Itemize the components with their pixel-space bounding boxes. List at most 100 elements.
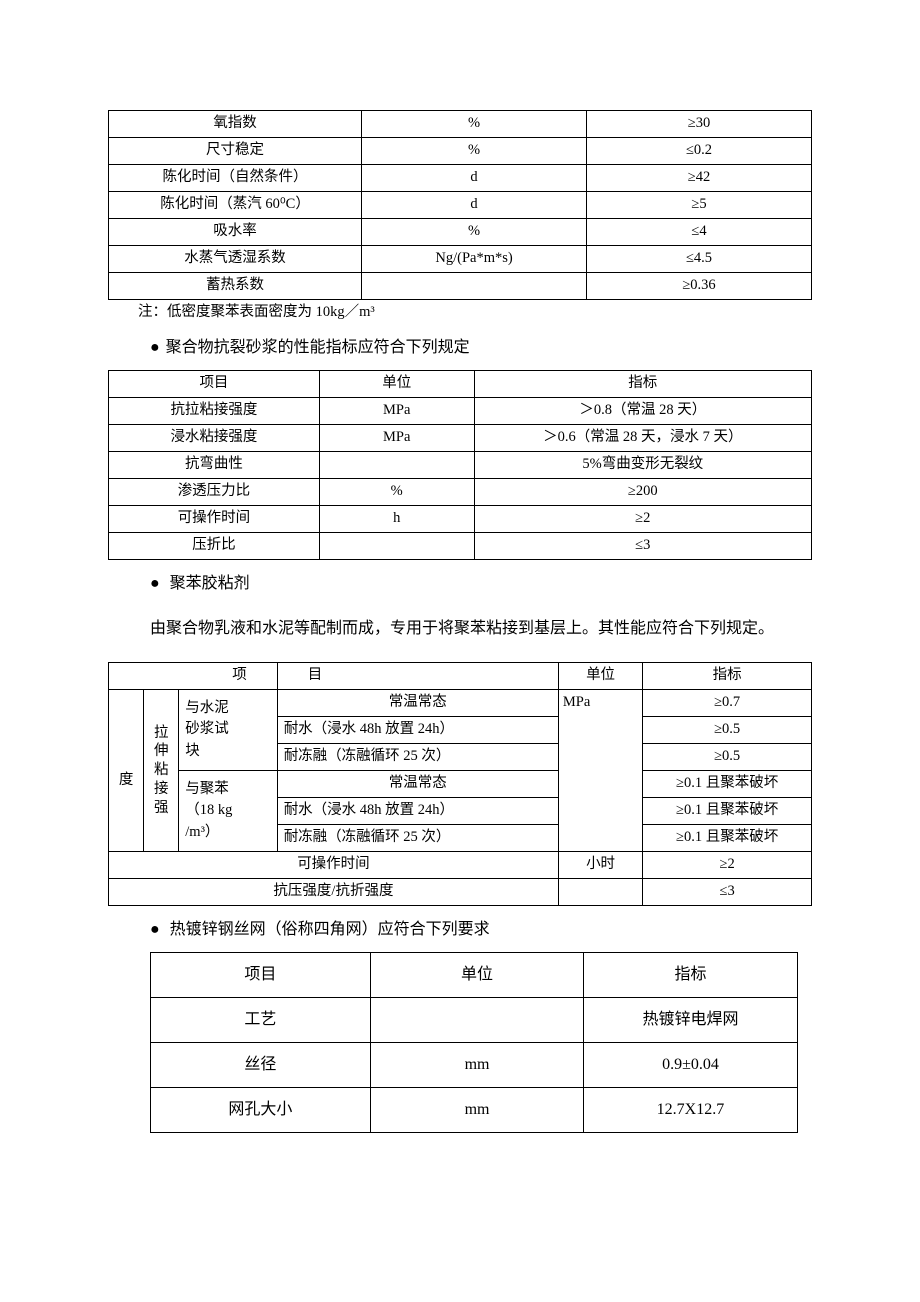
cell: 吸水率 xyxy=(109,219,362,246)
table-row: 项 目 单位 指标 xyxy=(109,663,812,690)
heading-adhesive: ● 聚苯胶粘剂 xyxy=(150,572,812,596)
table-row: 吸水率 % ≤4 xyxy=(109,219,812,246)
cell: 蓄热系数 xyxy=(109,273,362,300)
col-header: 单位 xyxy=(319,370,474,397)
col-header: 指标 xyxy=(474,370,811,397)
cell: ＞0.6（常温 28 天，浸水 7 天） xyxy=(474,424,811,451)
cell: ≥0.1 且聚苯破坏 xyxy=(643,825,812,852)
cell: h xyxy=(319,505,474,532)
cell: 氧指数 xyxy=(109,111,362,138)
cell: 抗拉粘接强度 xyxy=(109,397,320,424)
col-header: 项目 xyxy=(151,953,371,998)
cell: 抗压强度/抗折强度 xyxy=(109,879,559,906)
heading-text: 热镀锌钢丝网（俗称四角网）应符合下列要求 xyxy=(170,921,490,938)
cell: MPa xyxy=(319,424,474,451)
cell: ≤3 xyxy=(643,879,812,906)
cell: mm xyxy=(370,1043,583,1088)
bullet-icon: ● xyxy=(150,339,160,356)
table-row: 水蒸气透湿系数 Ng/(Pa*m*s) ≤4.5 xyxy=(109,246,812,273)
bullet-icon: ● xyxy=(150,921,160,938)
cell xyxy=(319,451,474,478)
cell: ≥2 xyxy=(643,852,812,879)
table-row: 与聚苯（18 kg/m³） 常温常态 ≥0.1 且聚苯破坏 xyxy=(109,771,812,798)
cell: 12.7X12.7 xyxy=(584,1088,797,1133)
cell: % xyxy=(362,138,587,165)
heading-polymer-mortar: ●聚合物抗裂砂浆的性能指标应符合下列规定 xyxy=(150,336,812,360)
table-row: 可操作时间 小时 ≥2 xyxy=(109,852,812,879)
cell: 耐冻融（冻融循环 25 次） xyxy=(277,825,558,852)
cell: MPa xyxy=(558,690,642,852)
vertical-label: 度 xyxy=(109,690,144,852)
cell: ≥2 xyxy=(474,505,811,532)
table-oxygen-index: 氧指数 % ≥30 尺寸稳定 % ≤0.2 陈化时间（自然条件） d ≥42 陈… xyxy=(108,110,812,300)
table-row: 陈化时间（蒸汽 60⁰C） d ≥5 xyxy=(109,192,812,219)
cell: 热镀锌电焊网 xyxy=(584,998,797,1043)
cell: 耐水（浸水 48h 放置 24h） xyxy=(277,798,558,825)
cell: ≥30 xyxy=(587,111,812,138)
cell: ≤3 xyxy=(474,532,811,559)
cell: 小时 xyxy=(558,852,642,879)
table-row: 蓄热系数 ≥0.36 xyxy=(109,273,812,300)
cell: ≤4.5 xyxy=(587,246,812,273)
adhesive-paragraph: 由聚合物乳液和水泥等配制而成，专用于将聚苯粘接到基层上。其性能应符合下列规定。 xyxy=(150,610,812,648)
cell: ＞0.8（常温 28 天） xyxy=(474,397,811,424)
density-note: 注：低密度聚苯表面密度为 10kg／m³ xyxy=(138,302,812,324)
table-row: 可操作时间 h ≥2 xyxy=(109,505,812,532)
table-row: 氧指数 % ≥30 xyxy=(109,111,812,138)
cell: ≥0.1 且聚苯破坏 xyxy=(643,798,812,825)
table-row: 渗透压力比 % ≥200 xyxy=(109,478,812,505)
table-row: 丝径 mm 0.9±0.04 xyxy=(151,1043,798,1088)
cell: % xyxy=(319,478,474,505)
table-row: 网孔大小 mm 12.7X12.7 xyxy=(151,1088,798,1133)
cell: ≤0.2 xyxy=(587,138,812,165)
cell xyxy=(362,273,587,300)
group-label: 与聚苯（18 kg/m³） xyxy=(179,771,277,852)
cell: 陈化时间（蒸汽 60⁰C） xyxy=(109,192,362,219)
cell: ≥0.5 xyxy=(643,744,812,771)
col-header: 项 xyxy=(109,663,278,690)
cell: ≥42 xyxy=(587,165,812,192)
cell: 尺寸稳定 xyxy=(109,138,362,165)
table-row: 尺寸稳定 % ≤0.2 xyxy=(109,138,812,165)
vertical-label: 拉伸粘接强 xyxy=(144,690,179,852)
cell: % xyxy=(362,219,587,246)
heading-text: 聚苯胶粘剂 xyxy=(170,575,250,592)
col-header: 目 xyxy=(277,663,558,690)
cell: 可操作时间 xyxy=(109,852,559,879)
cell: 耐冻融（冻融循环 25 次） xyxy=(277,744,558,771)
cell: 5%弯曲变形无裂纹 xyxy=(474,451,811,478)
cell: 渗透压力比 xyxy=(109,478,320,505)
group-label: 与水泥砂浆试块 xyxy=(179,690,277,771)
cell: 可操作时间 xyxy=(109,505,320,532)
cell: ≥5 xyxy=(587,192,812,219)
heading-wire-mesh: ● 热镀锌钢丝网（俗称四角网）应符合下列要求 xyxy=(150,918,812,942)
cell: 工艺 xyxy=(151,998,371,1043)
cell: 网孔大小 xyxy=(151,1088,371,1133)
cell: ≤4 xyxy=(587,219,812,246)
table-row: 度 拉伸粘接强 与水泥砂浆试块 常温常态 MPa ≥0.7 xyxy=(109,690,812,717)
cell: 0.9±0.04 xyxy=(584,1043,797,1088)
col-header: 单位 xyxy=(558,663,642,690)
table-row: 浸水粘接强度 MPa ＞0.6（常温 28 天，浸水 7 天） xyxy=(109,424,812,451)
table-row: 项目 单位 指标 xyxy=(109,370,812,397)
table-row: 抗压强度/抗折强度 ≤3 xyxy=(109,879,812,906)
cell: ≥200 xyxy=(474,478,811,505)
col-header: 指标 xyxy=(584,953,797,998)
cell: 水蒸气透湿系数 xyxy=(109,246,362,273)
table-row: 压折比 ≤3 xyxy=(109,532,812,559)
cell: ≥0.7 xyxy=(643,690,812,717)
cell: Ng/(Pa*m*s) xyxy=(362,246,587,273)
col-header: 单位 xyxy=(370,953,583,998)
table-row: 抗拉粘接强度 MPa ＞0.8（常温 28 天） xyxy=(109,397,812,424)
cell: MPa xyxy=(319,397,474,424)
cell: 陈化时间（自然条件） xyxy=(109,165,362,192)
cell: 丝径 xyxy=(151,1043,371,1088)
cell: ≥0.1 且聚苯破坏 xyxy=(643,771,812,798)
cell: 抗弯曲性 xyxy=(109,451,320,478)
cell: d xyxy=(362,165,587,192)
col-header: 项目 xyxy=(109,370,320,397)
cell xyxy=(558,879,642,906)
cell: ≥0.36 xyxy=(587,273,812,300)
table-adhesive-spec: 项 目 单位 指标 度 拉伸粘接强 与水泥砂浆试块 常温常态 MPa ≥0.7 … xyxy=(108,662,812,906)
col-header: 指标 xyxy=(643,663,812,690)
